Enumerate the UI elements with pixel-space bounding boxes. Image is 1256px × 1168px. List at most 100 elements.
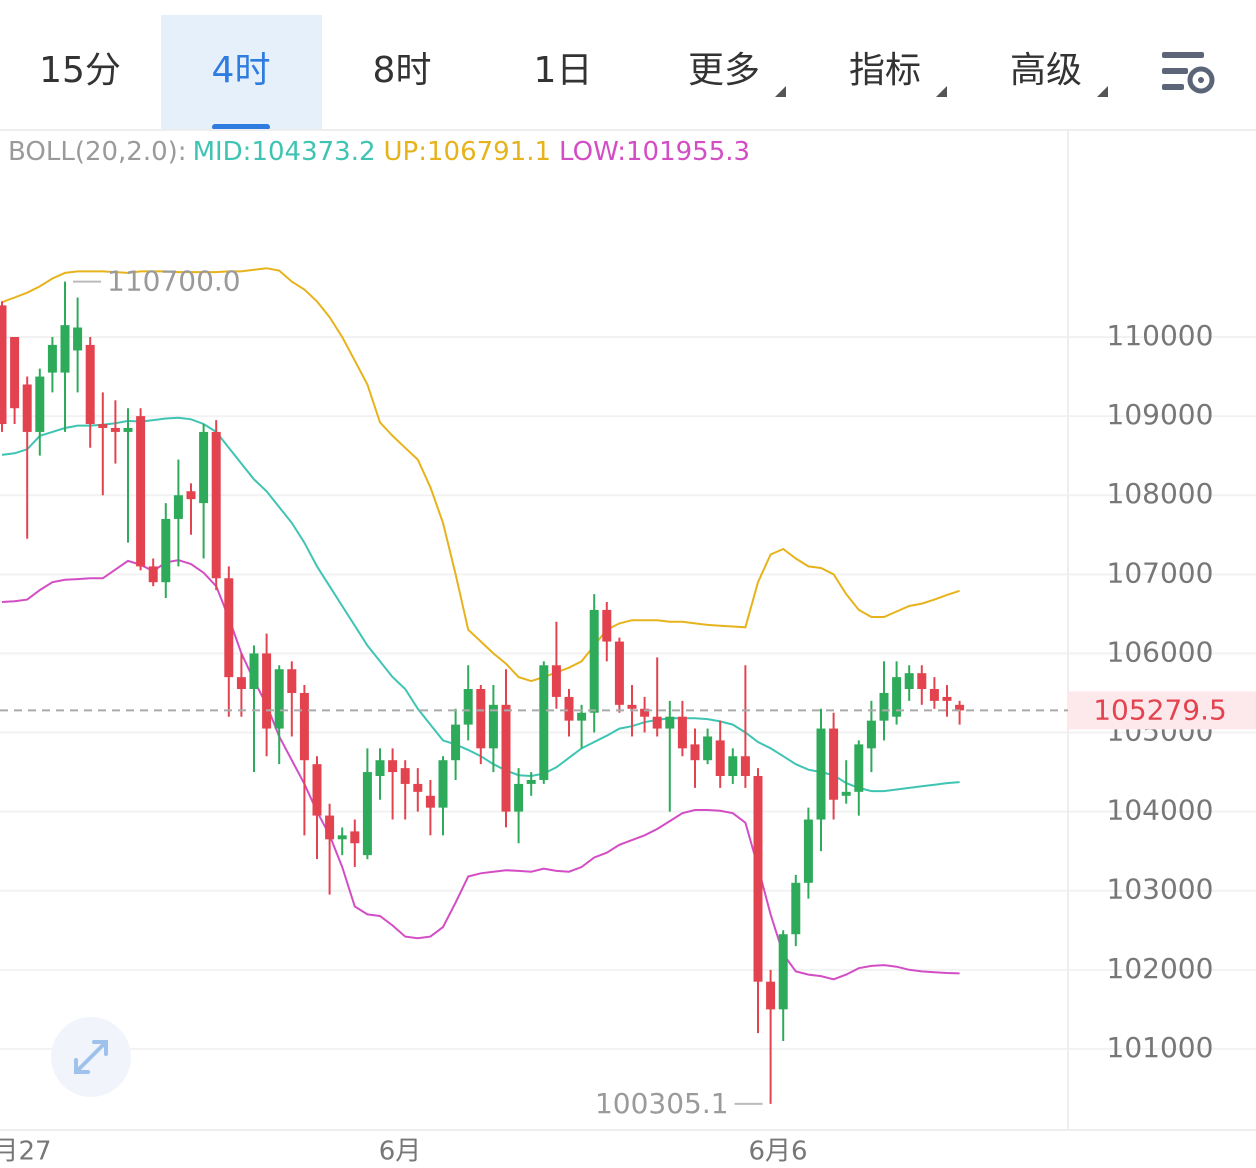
candle-body — [766, 981, 776, 1010]
candle-body — [400, 768, 410, 784]
candle-body — [312, 764, 322, 816]
candle-body — [148, 566, 158, 583]
expand-icon — [74, 1040, 108, 1074]
grid: 1010001020001030001040001050001060001070… — [0, 319, 1256, 1167]
candle-body — [627, 704, 637, 709]
candle-body — [262, 653, 272, 729]
candle-body — [866, 720, 876, 749]
y-tick-label: 110000 — [1107, 319, 1214, 352]
candle-body — [325, 815, 335, 840]
candle-body — [514, 783, 524, 812]
tab-selected-bg — [161, 15, 322, 130]
tab[interactable]: 15分 — [39, 50, 121, 91]
candle-body — [904, 673, 914, 690]
candle-body — [829, 728, 839, 800]
candle-body — [451, 724, 461, 761]
candle-body — [892, 677, 902, 717]
y-tick-label: 101000 — [1107, 1031, 1214, 1064]
candle-body — [602, 609, 612, 642]
legend-entry: LOW:101955.3 — [559, 137, 750, 167]
x-tick-label: 月27 — [0, 1137, 52, 1167]
candle-body — [577, 712, 587, 721]
candle-body — [614, 641, 624, 705]
candle-body — [35, 376, 45, 432]
candle-body — [375, 760, 385, 777]
tab-label: 高级 — [1010, 50, 1082, 91]
dropdown-triangle — [936, 86, 947, 97]
candle-body — [665, 716, 675, 729]
y-tick-label: 108000 — [1107, 477, 1214, 510]
y-tick-label: 103000 — [1107, 873, 1214, 906]
tab[interactable]: 指标 — [849, 50, 947, 97]
candle-body — [564, 696, 574, 721]
tab-label: 4时 — [212, 50, 271, 91]
candle-body — [199, 431, 209, 504]
candle-body — [715, 740, 725, 777]
tab[interactable]: 8时 — [373, 50, 432, 91]
candle-body — [803, 819, 813, 883]
candle-body — [816, 728, 826, 820]
candle-body — [551, 665, 561, 697]
x-tick-label: 6月6 — [748, 1137, 807, 1167]
candle-body — [589, 609, 599, 713]
legend-entry: BOLL(20,2.0): — [8, 137, 187, 167]
candle-body — [917, 673, 927, 690]
candle-body — [476, 689, 486, 749]
candle-body — [854, 744, 864, 792]
overlay: 110700.0 100305.1 105279.5 — [0, 265, 1256, 1120]
y-tick-label: 102000 — [1107, 952, 1214, 985]
candle-body — [211, 431, 221, 579]
y-tick-label: 106000 — [1107, 635, 1214, 668]
icon-bar — [1162, 52, 1204, 58]
candle-body — [60, 325, 70, 373]
candle-body — [224, 578, 234, 678]
icon-bar — [1162, 84, 1184, 90]
last-price-label: 105279.5 — [1093, 693, 1227, 726]
tab-label: 8时 — [373, 50, 432, 91]
candle-body — [942, 696, 952, 701]
icon-gear — [1187, 66, 1215, 94]
tab[interactable]: 4时 — [161, 15, 322, 130]
candle-body — [173, 495, 183, 519]
candle-body — [413, 783, 423, 792]
icon-bar — [1162, 68, 1188, 74]
candle-body — [249, 653, 259, 690]
candle-body — [236, 677, 246, 690]
candle-body — [740, 756, 750, 777]
candle-body — [337, 835, 347, 840]
candle-body — [350, 831, 360, 844]
candle-body — [287, 669, 297, 693]
x-tick-label: 6月 — [379, 1137, 422, 1167]
candle-body — [879, 692, 889, 721]
candle-body — [425, 795, 435, 808]
candle-body — [539, 665, 549, 780]
candle-body — [299, 692, 309, 761]
y-tick-label: 109000 — [1107, 398, 1214, 431]
candles — [0, 281, 965, 1104]
candle-body — [778, 934, 788, 1010]
boll-line — [1, 267, 960, 683]
candle-body — [791, 882, 801, 935]
candle-body — [161, 518, 171, 583]
candle-body — [136, 416, 146, 567]
candle-body — [123, 427, 133, 432]
candle-body — [388, 760, 398, 773]
settings-icon[interactable] — [1162, 52, 1215, 94]
tab[interactable]: 更多 — [688, 50, 786, 97]
legend-entry: UP:106791.1 — [384, 137, 552, 167]
candle-body — [47, 344, 57, 373]
y-tick-label: 104000 — [1107, 794, 1214, 827]
candle-body — [110, 427, 120, 432]
candle-body — [463, 689, 473, 725]
tab-label: 1日 — [534, 50, 593, 91]
candle-body — [73, 327, 83, 351]
expand-button[interactable] — [51, 1017, 131, 1097]
tab[interactable]: 高级 — [1010, 50, 1108, 97]
candle-body — [0, 305, 7, 425]
candle-body — [753, 776, 763, 982]
legend-entry: MID:104373.2 — [193, 137, 376, 167]
tab[interactable]: 1日 — [534, 50, 593, 91]
annotation-label: 100305.1 — [595, 1087, 729, 1120]
